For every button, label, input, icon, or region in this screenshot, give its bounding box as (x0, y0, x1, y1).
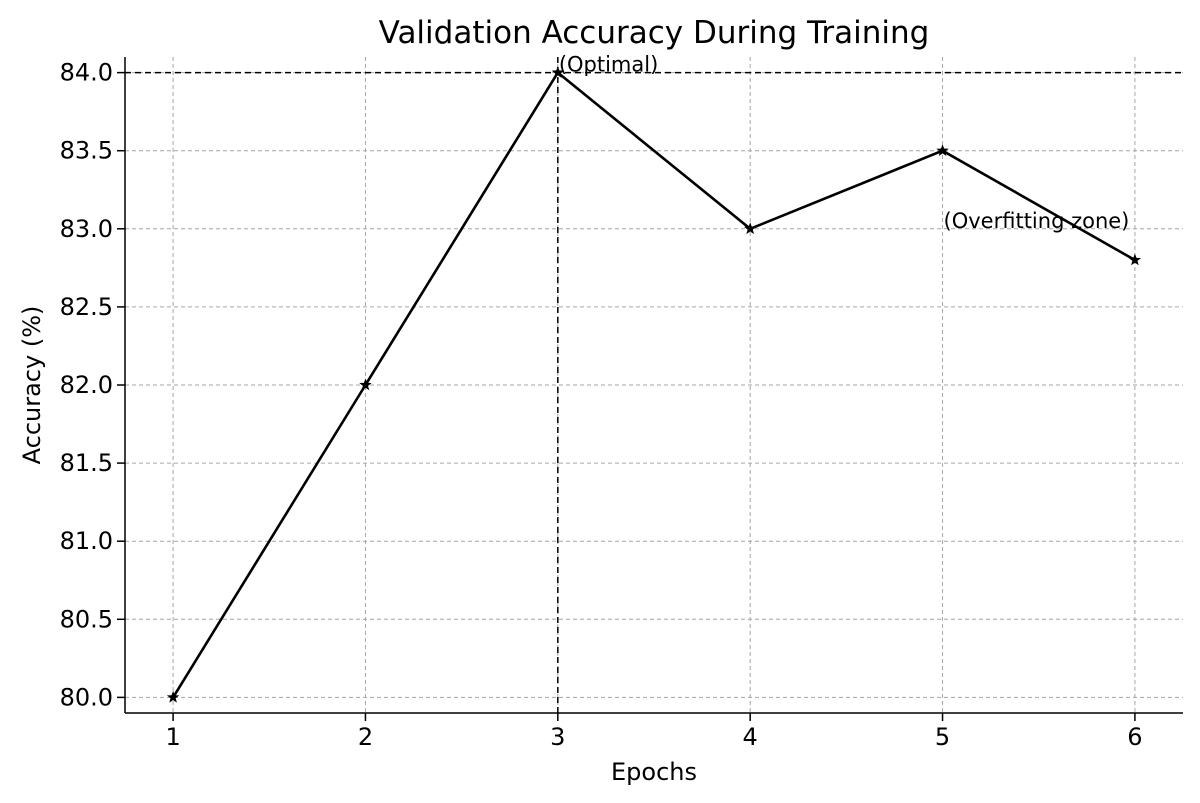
x-tick-label: 5 (935, 723, 950, 751)
annotation-label: (Overfitting zone) (944, 209, 1130, 233)
series-line (171, 70, 1136, 699)
data-point-marker (936, 144, 949, 156)
series-layer (166, 66, 1142, 703)
y-tick-label: 81.5 (60, 449, 113, 477)
axis-ticks: 1 2 3 4 5 6 80.0 80.5 81.0 81.5 82.0 82.5 83.0 83.5 84… (60, 59, 1143, 751)
y-tick-label: 80.5 (60, 605, 113, 633)
grid-lines (125, 57, 1183, 713)
y-tick-label: 82.0 (60, 371, 113, 399)
x-tick-label: 4 (743, 723, 758, 751)
annotations: (Optimal) (Overfitting zone) (559, 53, 1130, 233)
y-tick-label: 83.5 (60, 137, 113, 165)
y-tick-label: 81.0 (60, 527, 113, 555)
data-point-marker (359, 378, 372, 391)
data-point-marker (1128, 253, 1142, 266)
x-tick-label: 3 (550, 723, 565, 751)
y-tick-label: 83.0 (60, 215, 113, 243)
annotation-label: (Optimal) (559, 53, 658, 77)
data-point-marker (166, 690, 180, 703)
x-tick-label: 1 (165, 723, 180, 751)
x-axis-label: Epochs (611, 758, 697, 786)
y-tick-label: 84.0 (60, 59, 113, 87)
chart-title: Validation Accuracy During Training (379, 15, 930, 51)
data-point-marker (744, 222, 757, 235)
y-tick-label: 82.5 (60, 293, 113, 321)
x-tick-label: 2 (358, 723, 373, 751)
reference-lines (125, 57, 1183, 713)
data-point-marker (551, 66, 564, 78)
x-tick-label: 6 (1127, 723, 1142, 751)
y-tick-label: 80.0 (60, 683, 113, 711)
y-axis-label: Accuracy (%) (18, 306, 46, 465)
